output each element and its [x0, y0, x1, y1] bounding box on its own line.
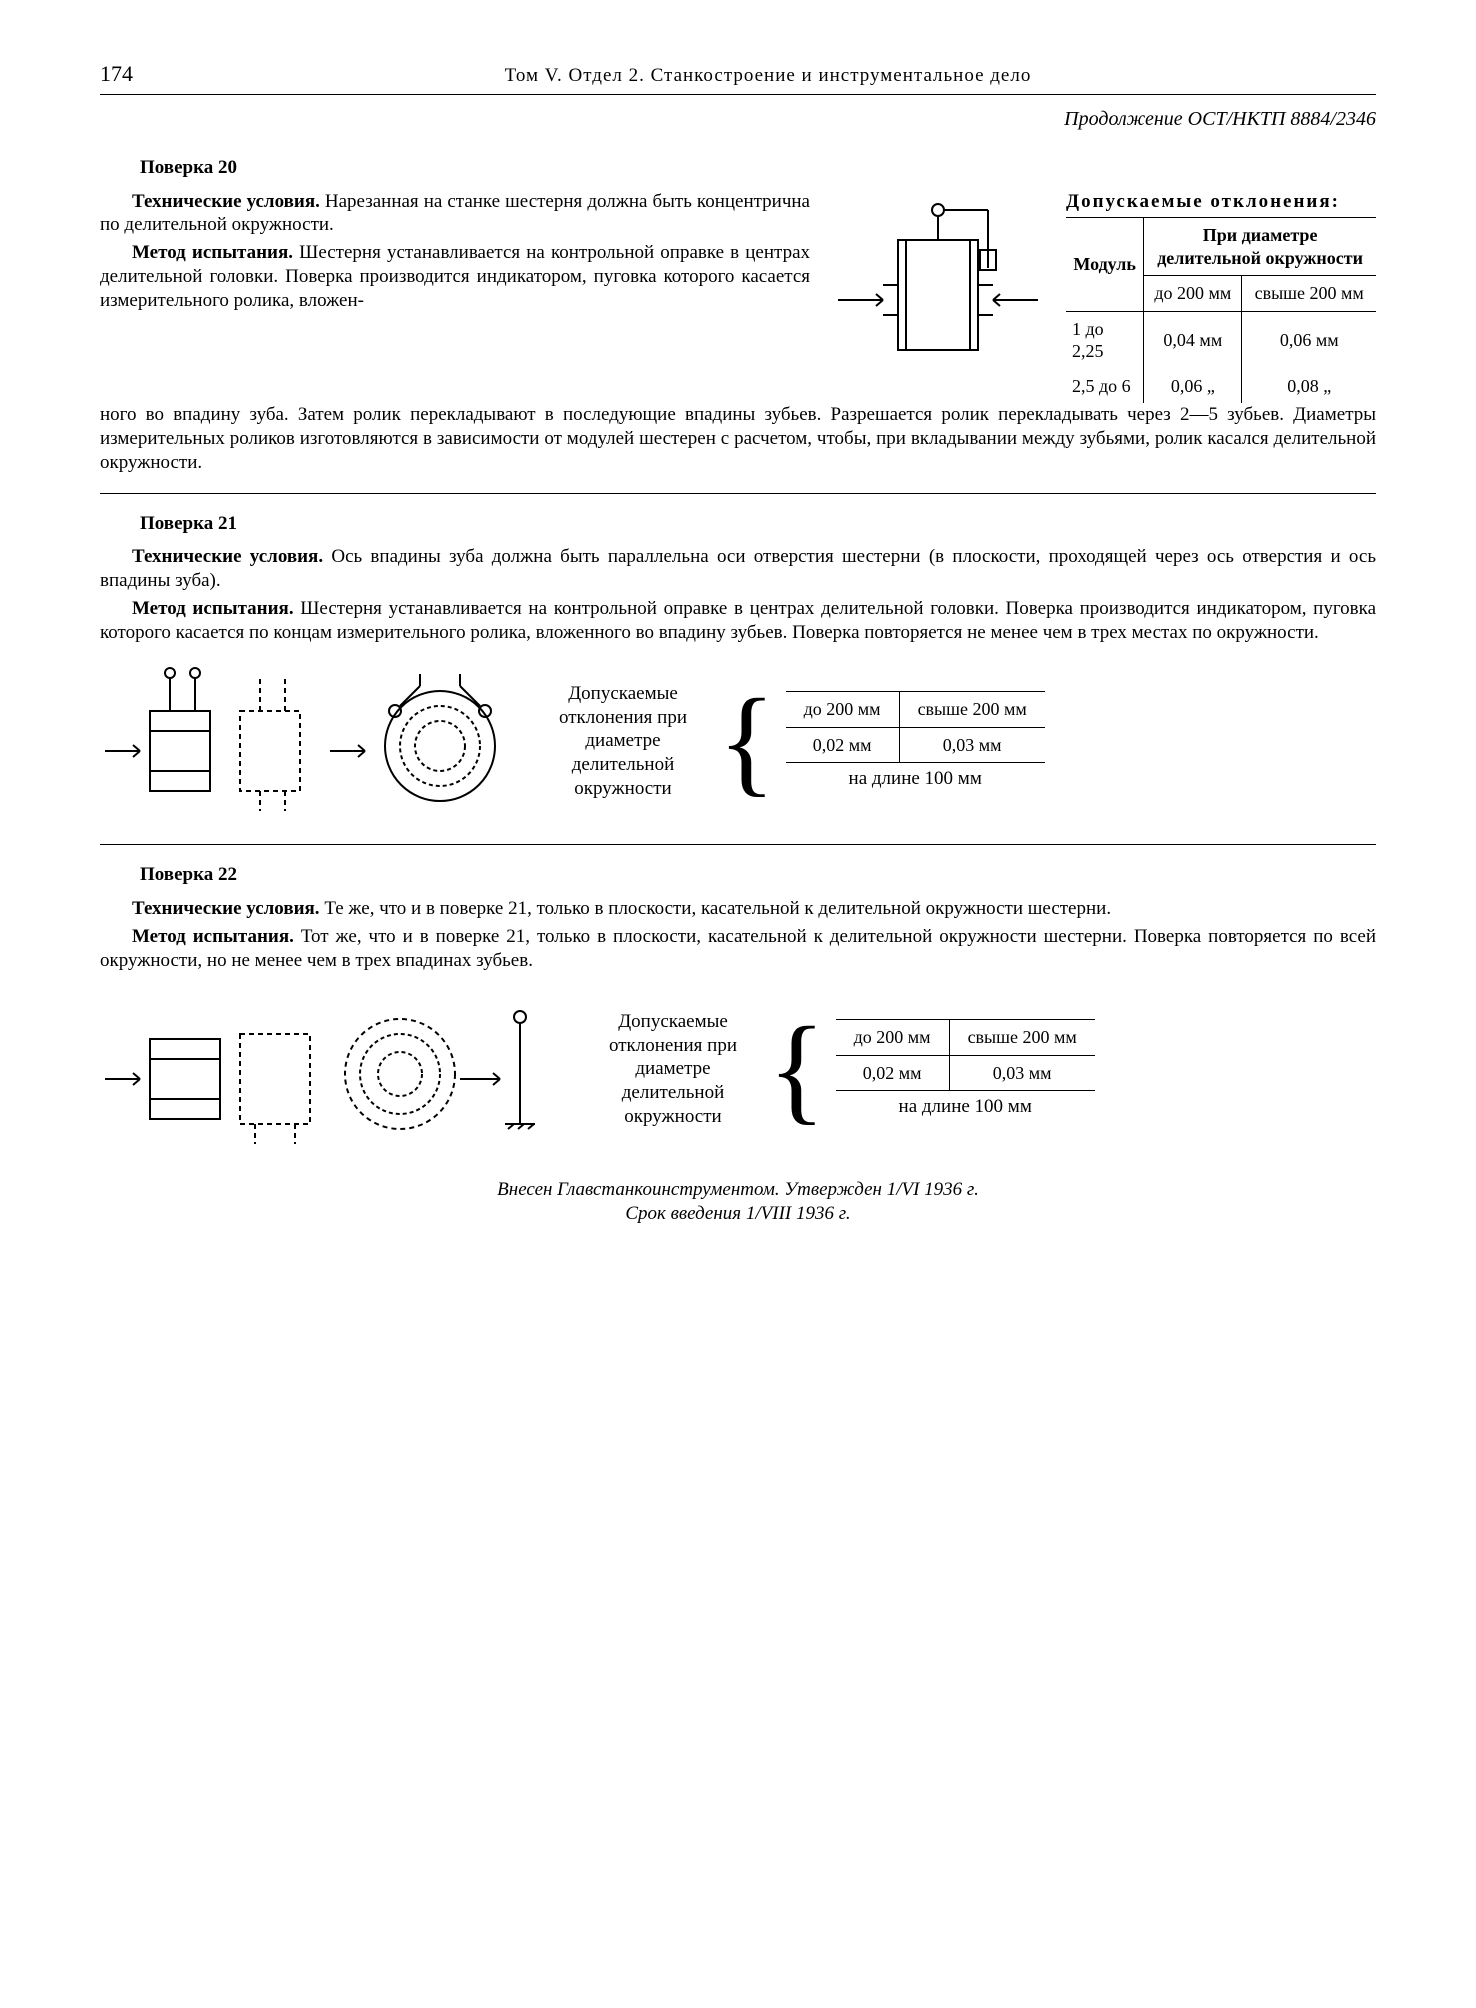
figure-22: [100, 984, 570, 1154]
footer-line-1: Внесен Главстанкоинструментом. Утвержден…: [100, 1178, 1376, 1202]
separator-1: [100, 493, 1376, 494]
volume-title: Том V. Отдел 2. Станкостроение и инструм…: [160, 64, 1376, 88]
footer-line-2: Срок введения 1/VIII 1936 г.: [100, 1202, 1376, 1226]
figure-21: [100, 656, 520, 826]
p22-ta: до 200 мм: [836, 1020, 949, 1056]
td-m-1: 2,5 до 6: [1066, 369, 1144, 404]
td-a-1: 0,06 „: [1144, 369, 1242, 404]
p20-method-b: ного во впадину зуба. Затем ролик перекл…: [100, 403, 1376, 474]
th-module: Модуль: [1066, 218, 1144, 312]
continuation-note: Продолжение ОСТ/НКТП 8884/2346: [100, 107, 1376, 132]
p20-tech-cond: Технические условия. Нарезанная на станк…: [100, 190, 810, 238]
p22-dev-table: до 200 мм свыше 200 мм 0,02 мм 0,03 мм: [836, 1019, 1095, 1091]
p21-m: Метод испытания. Шестерня устанавливаетс…: [100, 597, 1376, 645]
p21-dev-label: Допускаемые отклонения при диаметре дели…: [538, 682, 708, 801]
td-m-0: 1 до 2,25: [1066, 311, 1144, 369]
p22-dev-label: Допускаемые отклонения при диаметре дели…: [588, 1010, 758, 1129]
td-b-0: 0,06 мм: [1242, 311, 1376, 369]
p20-m-lead: Метод испытания.: [132, 242, 293, 263]
p21-tc: Технические условия. Ось впадины зуба до…: [100, 545, 1376, 593]
footer: Внесен Главстанкоинструментом. Утвержден…: [100, 1178, 1376, 1226]
p20-method-a: Метод испытания. Шестерня устанавливаетс…: [100, 241, 810, 312]
td-a-0: 0,04 мм: [1144, 311, 1242, 369]
p20-tol-table: Модуль При диаметре делительной окружнос…: [1066, 217, 1376, 403]
p21-ta: до 200 мм: [786, 692, 899, 728]
page-header: 174 Том V. Отдел 2. Станкостроение и инс…: [100, 60, 1376, 95]
brace-icon-2: {: [768, 1021, 826, 1117]
section-title-21: Поверка 21: [140, 512, 1376, 536]
p21-note: на длине 100 мм: [786, 763, 1045, 791]
section-title-20: Поверка 20: [140, 156, 1376, 180]
p22-tb: свыше 200 мм: [949, 1020, 1095, 1056]
td-b-1: 0,08 „: [1242, 369, 1376, 404]
separator-2: [100, 844, 1376, 845]
p22-tc-lead: Технические условия.: [132, 898, 320, 919]
p22-m: Метод испытания. Тот же, что и в поверке…: [100, 925, 1376, 973]
page-number: 174: [100, 60, 160, 88]
p20-tc-lead: Технические условия.: [132, 191, 320, 212]
p20-tol-title: Допускаемые отклонения:: [1066, 190, 1376, 214]
p21-dev-table: до 200 мм свыше 200 мм 0,02 мм 0,03 мм: [786, 691, 1045, 763]
section-title-22: Поверка 22: [140, 863, 1376, 887]
p22-m-lead: Метод испытания.: [132, 926, 294, 947]
figure-20: [828, 190, 1048, 380]
p22-va: 0,02 мм: [836, 1055, 949, 1091]
th-sub-a: до 200 мм: [1144, 276, 1242, 312]
p21-tc-lead: Технические условия.: [132, 546, 323, 567]
p21-m-lead: Метод испытания.: [132, 598, 294, 619]
p22-tc: Технические условия. Те же, что и в пове…: [100, 897, 1376, 921]
p22-note: на длине 100 мм: [836, 1091, 1095, 1119]
p21-va: 0,02 мм: [786, 727, 899, 763]
th-diam: При диаметре делительной окружности: [1144, 218, 1376, 276]
p21-tb: свыше 200 мм: [899, 692, 1045, 728]
p22-tc-body: Те же, что и в поверке 21, только в плос…: [320, 898, 1112, 919]
p21-vb: 0,03 мм: [899, 727, 1045, 763]
brace-icon: {: [718, 693, 776, 789]
p22-vb: 0,03 мм: [949, 1055, 1095, 1091]
th-sub-b: свыше 200 мм: [1242, 276, 1376, 312]
